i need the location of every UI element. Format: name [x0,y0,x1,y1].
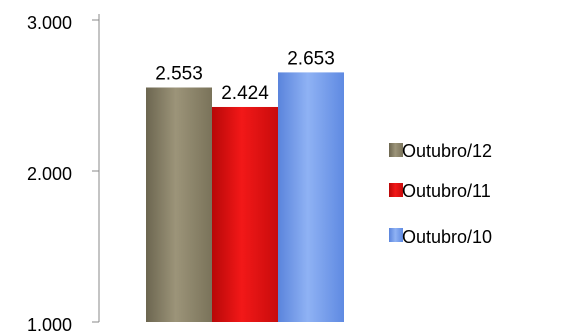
legend-item-outubro-12: Outubro/12 [389,141,492,161]
legend-label: Outubro/10 [402,227,492,247]
y-tick-label: 2.000 [27,164,72,184]
legend-label: Outubro/11 [402,181,491,201]
bar-outubro-11 [212,106,278,322]
bar-outubro-12 [146,87,212,322]
data-labels-group: 2.553 2.424 2.653 [155,48,335,104]
y-tick-label: 3.000 [27,13,72,33]
data-label: 2.653 [287,48,335,69]
y-tick-label: 1.000 [27,315,72,334]
legend-item-outubro-10: Outubro/10 [389,227,492,247]
legend-swatch [389,143,403,157]
bar-outubro-10 [278,72,344,322]
data-label: 2.424 [221,83,269,104]
legend-label: Outubro/12 [402,141,492,161]
legend: Outubro/12 Outubro/11 Outubro/10 [389,141,492,247]
legend-item-outubro-11: Outubro/11 [389,181,491,201]
bars-group [146,72,344,322]
data-label: 2.553 [155,63,203,84]
legend-swatch [389,183,403,197]
legend-swatch [389,228,403,242]
